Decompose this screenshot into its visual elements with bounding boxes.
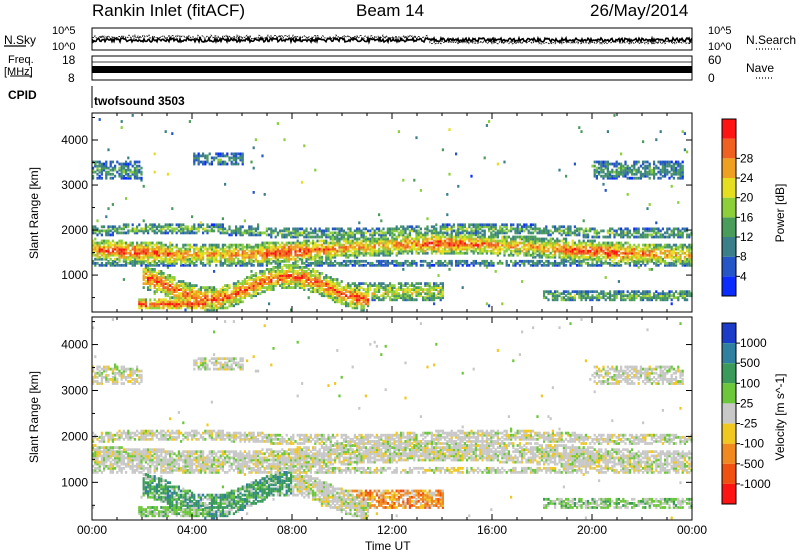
freq-band <box>92 66 692 73</box>
power-colorbar-swatch-6 <box>722 158 736 178</box>
time-tick-label-5: 20:00 <box>577 523 607 537</box>
time-tick-label-4: 16:00 <box>477 523 507 537</box>
nsky-label: N.Sky <box>4 33 37 47</box>
velocity-plot-bg <box>92 317 692 520</box>
nsky-tick-top: 10^5 <box>52 25 76 37</box>
power-colorbar-swatch-2 <box>722 237 736 257</box>
power-colorbar-swatch-5 <box>722 178 736 198</box>
time-tick-label-0: 00:00 <box>77 523 107 537</box>
velocity-ytick-label-1: 2000 <box>61 429 88 443</box>
velocity-ytick-label-3: 4000 <box>61 338 88 352</box>
date-title: 26/May/2014 <box>590 1 689 20</box>
cpid-label: CPID <box>8 88 37 102</box>
velocity-colorbar-tick-label-4: -25 <box>740 417 758 431</box>
time-tick-label-3: 12:00 <box>377 523 407 537</box>
power-colorbar-swatch-3 <box>722 217 736 237</box>
velocity-colorbar-frame <box>721 322 737 505</box>
nsearch-tick-top: 10^5 <box>708 25 732 37</box>
velocity-colorbar-tick-label-0: 1000 <box>740 336 767 350</box>
velocity-colorbar-tick-label-5: -100 <box>740 437 764 451</box>
velocity-colorbar-swatch-4 <box>722 403 736 424</box>
beam-title: Beam 14 <box>356 1 425 20</box>
velocity-colorbar-tick-label-6: -500 <box>740 457 764 471</box>
velocity-colorbar-swatch-6 <box>722 443 736 464</box>
nave-tick-bottom: 0 <box>708 71 715 85</box>
power-colorbar-swatch-1 <box>722 256 736 277</box>
power-colorbar-tick-label-5: 24 <box>740 171 754 185</box>
velocity-heatmap-cells <box>92 318 693 520</box>
velocity-colorbar-tick-label-3: 25 <box>740 396 754 410</box>
nsky-trace <box>91 35 693 45</box>
velocity-colorbar-swatch-1 <box>722 343 736 364</box>
velocity-ytick-label-2: 3000 <box>61 383 88 397</box>
time-tick-label-6: 00:00 <box>677 523 707 537</box>
power-colorbar-tick-label-1: 8 <box>740 250 747 264</box>
power-colorbar-tick-label-0: 4 <box>740 269 747 283</box>
power-heatmap-cells <box>92 114 693 312</box>
power-ytick-label-0: 1000 <box>61 268 88 282</box>
velocity-colorbar-swatch-2 <box>722 363 736 384</box>
power-colorbar-tick-label-4: 20 <box>740 191 754 205</box>
velocity-colorbar-swatch-8 <box>722 483 736 505</box>
power-ytick-label-3: 4000 <box>61 133 88 147</box>
velocity-ytick-label-0: 1000 <box>61 475 88 489</box>
power-colorbar-tick-label-3: 16 <box>740 210 754 224</box>
velocity-colorbar-tick-label-2: 100 <box>740 376 760 390</box>
nave-label: Nave <box>746 61 775 75</box>
power-colorbar-swatch-4 <box>722 197 736 218</box>
velocity-colorbar-swatch-5 <box>722 423 736 444</box>
freq-label-2: [MHz] <box>4 66 33 78</box>
power-ytick-label-1: 2000 <box>61 223 88 237</box>
velocity-colorbar-tick-label-7: -1000 <box>740 477 771 491</box>
nsky-tick-bottom: 10^0 <box>52 41 76 53</box>
nave-tick-top: 60 <box>708 53 722 67</box>
power-colorbar-tick-label-2: 12 <box>740 230 754 244</box>
power-colorbar-swatch-8 <box>722 119 736 139</box>
power-colorbar-swatch-7 <box>722 138 736 159</box>
time-tick-label-1: 04:00 <box>177 523 207 537</box>
freq-tick-top: 18 <box>62 53 76 67</box>
time-axis-label: Time UT <box>365 539 411 553</box>
nsearch-label: N.Search <box>746 33 797 47</box>
power-colorbar-tick-label-6: 28 <box>740 151 754 165</box>
velocity-colorbar-tick-label-1: 500 <box>740 356 760 370</box>
freq-tick-bottom: 8 <box>68 71 75 85</box>
time-tick-label-2: 08:00 <box>277 523 307 537</box>
velocity-colorbar-swatch-7 <box>722 463 736 484</box>
station-title: Rankin Inlet (fitACF) <box>92 1 246 20</box>
nsearch-tick-bottom: 10^0 <box>708 41 732 53</box>
power-colorbar-frame <box>721 118 737 297</box>
velocity-colorbar-swatch-0 <box>722 323 736 344</box>
freq-label-1: Freq. <box>8 54 34 66</box>
velocity-colorbar-swatch-3 <box>722 383 736 404</box>
power-colorbar-swatch-0 <box>722 276 736 296</box>
power-plot-bg <box>92 113 692 312</box>
power-ytick-label-2: 3000 <box>61 178 88 192</box>
cpid-program: twofsound 3503 <box>94 94 185 108</box>
